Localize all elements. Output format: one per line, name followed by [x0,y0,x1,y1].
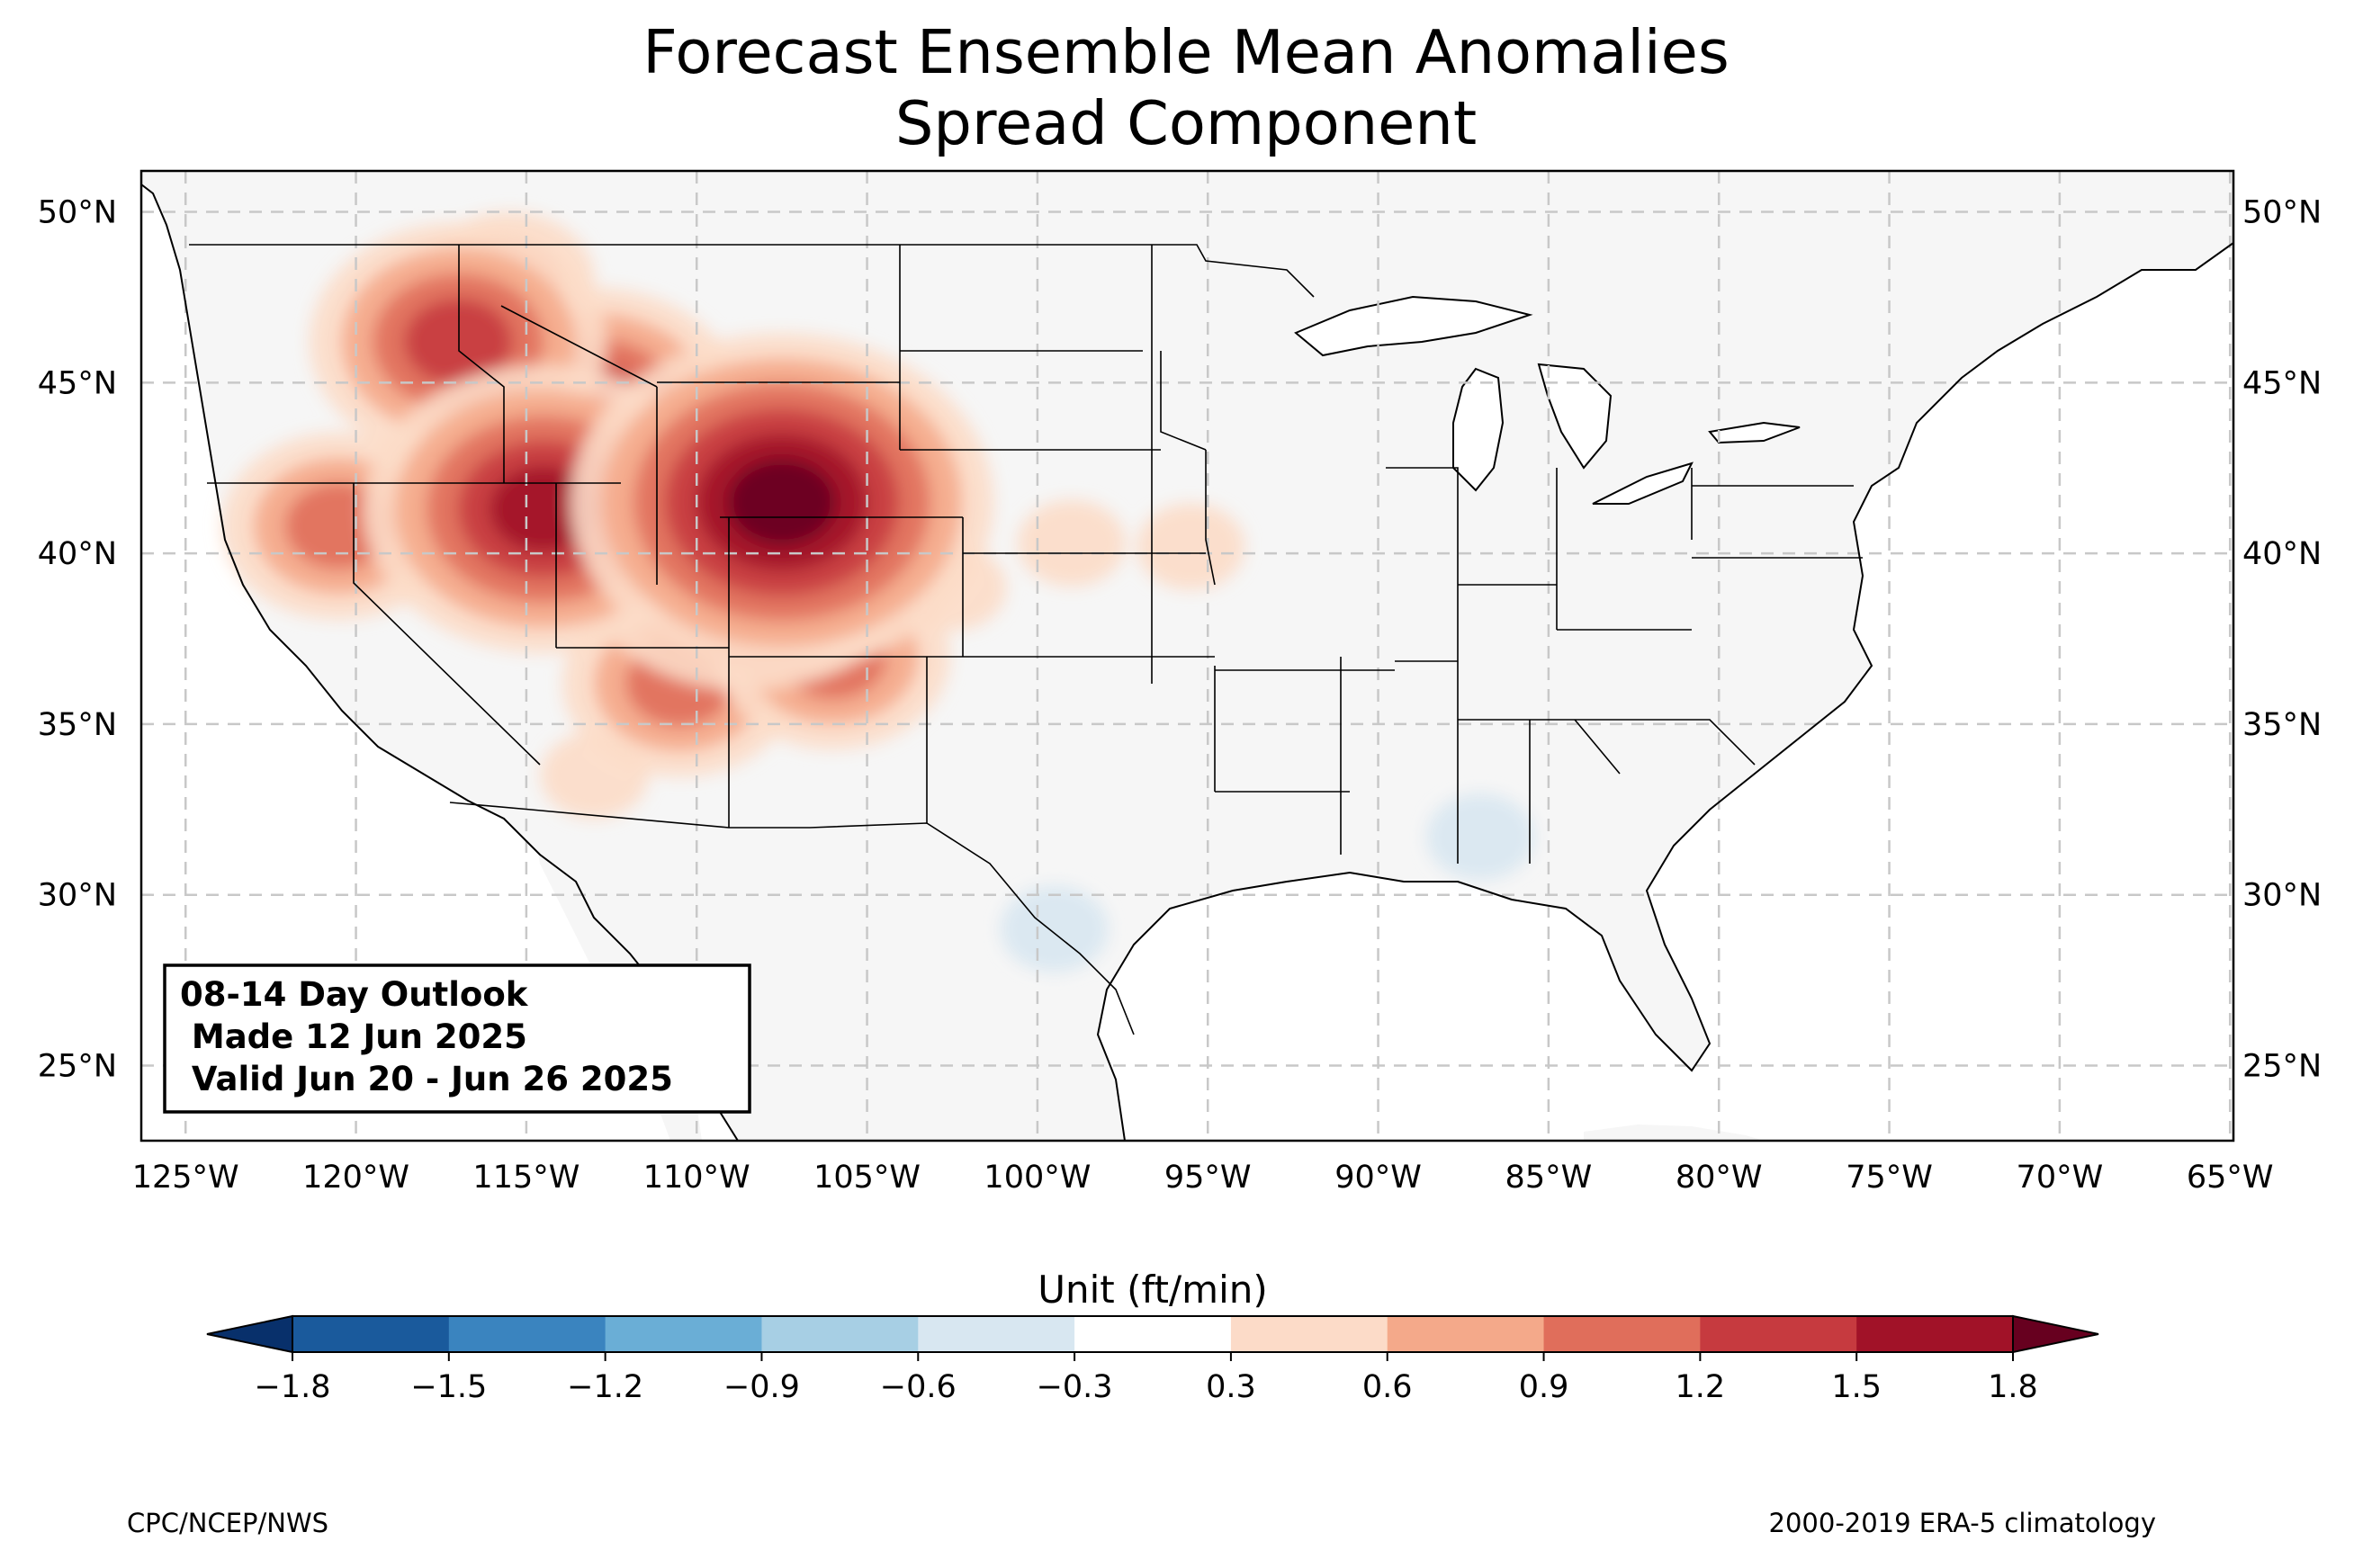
lat-tick-label: 45°N [38,365,117,401]
lat-tick-label: 40°N [38,536,117,572]
anomaly-contour [489,465,597,552]
colorbar-segment [1387,1316,1545,1352]
lon-tick-label: 70°W [2017,1160,2104,1196]
lon-tick-label: 110°W [643,1160,750,1196]
colorbar-ticks: −1.8 −1.5 −1.2 −0.9 −0.6 −0.3 0.3 0.6 0.9 1.2 1.5 1… [255,1352,2038,1405]
border-canada [189,244,1315,298]
anomaly-contour [727,459,836,546]
anomaly-field [221,211,1535,972]
colorbar-tick-label: −1.2 [567,1369,643,1405]
land-cuba [1584,1124,1764,1141]
colorbar-tick-label: 1.8 [1988,1369,2038,1405]
colorbar-extend-low [206,1314,293,1354]
great-lakes [1294,295,1801,505]
info-box-frame [163,963,751,1114]
state-boundaries [189,244,1863,1035]
colorbar-tick-label: −0.3 [1037,1369,1113,1405]
colorbar-tick-label: 1.2 [1676,1369,1726,1405]
colorbar-tick-label: −0.6 [880,1369,957,1405]
lat-tick-label: 35°N [38,707,117,743]
colorbar-tick-label: −0.9 [723,1369,800,1405]
colorbar-segment [1074,1316,1232,1352]
anomaly-contour [1017,499,1126,587]
lat-tick-label: 50°N [38,195,117,231]
anomaly-contour [1000,885,1109,972]
lon-tick-label: 95°W [1164,1160,1252,1196]
lake-michigan [1452,367,1505,492]
credit-left: CPC/NCEP/NWS [127,1508,328,1538]
colorbar-tick-label: −1.8 [255,1369,331,1405]
lat-tick-label: 40°N [2242,536,2322,572]
lat-tick-label: 25°N [2242,1048,2322,1084]
lat-tick-label: 25°N [38,1048,117,1084]
colorbar-segment [918,1316,1075,1352]
anomaly-contour [1137,503,1245,590]
colorbar-segment [1543,1316,1701,1352]
lat-tick-label: 30°N [2242,878,2322,914]
lon-tick-label: 75°W [1846,1160,1933,1196]
lat-tick-label: 35°N [2242,707,2322,743]
chart-title: Forecast Ensemble Mean Anomalies [642,17,1729,87]
colorbar-tick-label: 1.5 [1831,1369,1882,1405]
colorbar-segment [1856,1316,2014,1352]
colorbar-segment [1230,1316,1388,1352]
lake-superior [1294,295,1533,357]
lon-tick-label: 100°W [984,1160,1091,1196]
colorbar-segment [292,1316,450,1352]
colorbar-frame [292,1315,2014,1353]
colorbar-segment [761,1316,919,1352]
lon-tick-label: 115°W [472,1160,580,1196]
anomaly-contour [404,298,513,385]
lon-tick-label: 85°W [1505,1160,1593,1196]
lat-tick-label: 45°N [2242,365,2322,401]
state-lines-central [1160,351,1863,864]
lon-tick-label: 65°W [2187,1160,2274,1196]
colorbar-tick-label: 0.3 [1206,1369,1256,1405]
chart-subtitle: Spread Component [895,88,1477,158]
info-made-date: Made 12 Jun 2025 [180,1017,527,1056]
state-lines-west [207,245,1215,828]
border-mexico [449,802,1135,1035]
lon-tick-label: 105°W [813,1160,921,1196]
lat-tick-label: 30°N [38,878,117,914]
colorbar [206,1314,2099,1354]
map-frame [139,169,2235,1142]
lon-tick-label: 80°W [1676,1160,1763,1196]
anomaly-contour [1426,793,1535,881]
outlook-info-box: 08-14 Day Outlook Made 12 Jun 2025 Valid… [163,963,751,1114]
colorbar-tick-label: 0.6 [1362,1369,1413,1405]
lat-tick-labels-left: 50°N 45°N 40°N 35°N 30°N 25°N [38,195,117,1085]
colorbar-extend-high [2012,1314,2099,1354]
credit-right: 2000-2019 ERA-5 climatology [1769,1508,2156,1538]
lake-ontario [1708,421,1801,444]
colorbar-segment [605,1316,762,1352]
colorbar-segment [1700,1316,1857,1352]
lon-tick-label: 120°W [302,1160,409,1196]
coastline [141,184,2233,1141]
info-outlook-period: 08-14 Day Outlook [180,975,529,1014]
lat-tick-labels-right: 50°N 45°N 40°N 35°N 30°N 25°N [2242,195,2322,1085]
colorbar-label: Unit (ft/min) [1038,1268,1268,1312]
info-valid-dates: Valid Jun 20 - Jun 26 2025 [180,1060,673,1098]
lake-erie [1592,461,1694,505]
lat-tick-label: 50°N [2242,195,2322,231]
lon-tick-label: 90°W [1334,1160,1422,1196]
colorbar-segment [448,1316,606,1352]
lon-tick-label: 125°W [132,1160,239,1196]
lake-huron [1537,363,1613,470]
colorbar-tick-label: 0.9 [1519,1369,1569,1405]
colorbar-tick-label: −1.5 [410,1369,487,1405]
lon-tick-labels: 125°W 120°W 115°W 110°W 105°W 100°W 95°W 90°W 85… [132,1160,2274,1196]
